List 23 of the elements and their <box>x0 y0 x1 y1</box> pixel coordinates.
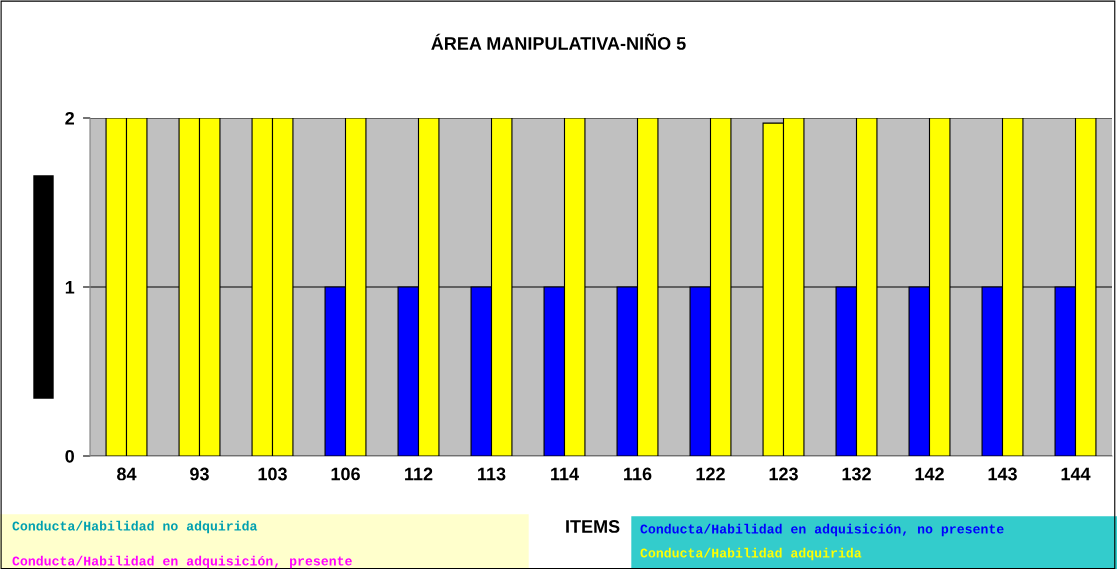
text: Conducta/Habilidad no adquirida <box>12 520 258 534</box>
x-tick-label: 103 <box>258 467 287 481</box>
x-tick-label: 113 <box>478 467 506 481</box>
y-tick-label: 2 <box>65 111 74 125</box>
x-tick-label: 106 <box>331 467 360 481</box>
text: Conducta/Habilidad en adquisición, presente <box>12 555 352 569</box>
x-tick-label: 123 <box>769 467 798 481</box>
x-tick-label: 122 <box>696 467 725 481</box>
x-tick-label: 144 <box>1061 467 1091 481</box>
x-tick-label: 116 <box>624 467 652 481</box>
x-tick-label: 112 <box>405 467 433 481</box>
x-tick-label: 143 <box>988 467 1017 481</box>
chart-title: ÁREA MANIPULATIVA-NIÑO 5 <box>431 33 686 50</box>
x-axis-title: ITEMS <box>566 520 620 533</box>
y-tick-label: 1 <box>65 281 75 294</box>
x-tick-label: 84 <box>117 467 137 481</box>
x-tick-label: 93 <box>190 467 209 481</box>
text: Conducta/Habilidad adquirida <box>640 547 862 561</box>
y-tick-label: 0 <box>65 449 74 463</box>
x-tick-label: 114 <box>551 467 579 481</box>
text: Conducta/Habilidad en adquisición, no presente <box>640 523 1004 537</box>
x-tick-label: 142 <box>915 467 944 481</box>
x-tick-label: 132 <box>842 467 871 481</box>
